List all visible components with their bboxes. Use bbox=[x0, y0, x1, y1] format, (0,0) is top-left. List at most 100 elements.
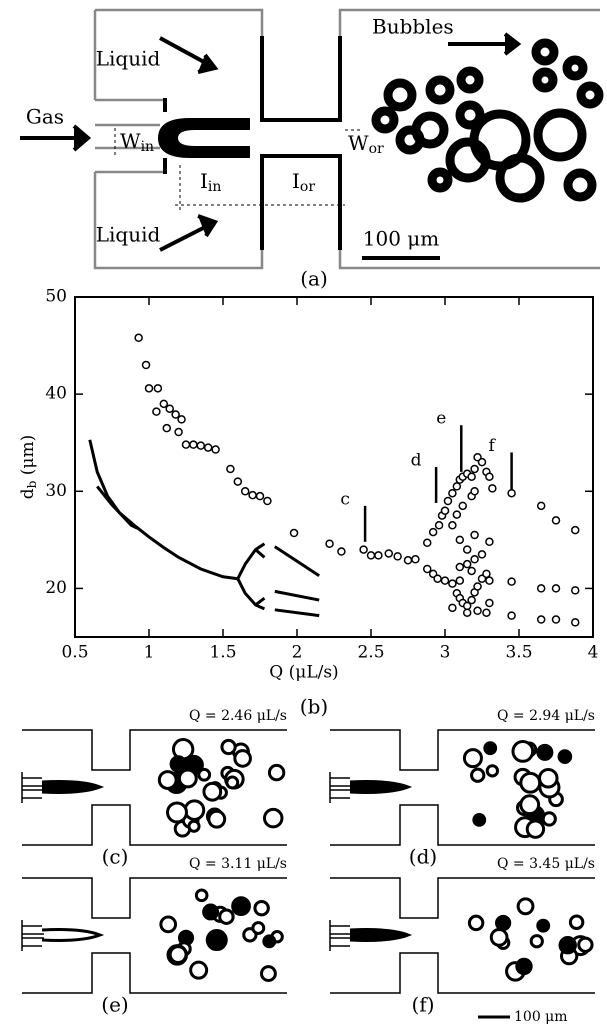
point bbox=[134, 333, 143, 343]
point bbox=[452, 510, 462, 519]
label: I bbox=[200, 169, 208, 193]
point bbox=[488, 484, 497, 493]
point bbox=[473, 606, 482, 616]
model-curve bbox=[254, 548, 266, 559]
plot-frame bbox=[74, 296, 594, 638]
scale-label: 100 μm bbox=[514, 1009, 568, 1025]
bubble bbox=[189, 960, 209, 980]
point bbox=[448, 521, 457, 530]
point bbox=[462, 608, 472, 617]
model-curve bbox=[274, 589, 320, 602]
point bbox=[263, 496, 272, 506]
gas-thread bbox=[349, 780, 413, 794]
x-tick-label: 2.5 bbox=[357, 643, 384, 663]
bubble bbox=[166, 801, 188, 824]
point bbox=[467, 595, 476, 605]
point bbox=[153, 384, 163, 393]
bubble bbox=[202, 903, 220, 921]
model-curve bbox=[274, 608, 320, 618]
point bbox=[455, 576, 465, 585]
annotation-label: c bbox=[340, 489, 350, 509]
gas-thread bbox=[349, 928, 413, 942]
bubble bbox=[558, 936, 577, 955]
caption: (c) bbox=[102, 845, 129, 869]
bubble bbox=[519, 794, 541, 816]
bubble bbox=[577, 936, 594, 953]
point bbox=[177, 415, 186, 424]
label: in bbox=[141, 139, 155, 155]
point bbox=[507, 488, 516, 498]
gas-thread bbox=[41, 780, 105, 794]
point bbox=[485, 537, 494, 547]
y-tick-label: 40 bbox=[45, 384, 67, 404]
point bbox=[393, 552, 402, 561]
caption: (d) bbox=[409, 845, 437, 869]
label: Liquid bbox=[96, 47, 161, 71]
model-curve bbox=[88, 439, 238, 581]
bubble bbox=[536, 918, 551, 933]
point bbox=[196, 441, 206, 450]
bubble bbox=[183, 799, 206, 821]
bubble bbox=[515, 957, 533, 976]
point bbox=[162, 423, 172, 433]
point bbox=[470, 487, 479, 496]
bubble bbox=[207, 809, 227, 829]
panels: Q = 2.46 μL/s (c) Q = 2.94 μL/s (d) Q = 3.11… bbox=[21, 708, 595, 1017]
y-tick-label: 20 bbox=[45, 578, 67, 598]
point bbox=[141, 360, 151, 370]
bubble bbox=[470, 767, 486, 783]
y-tick-label: 30 bbox=[45, 481, 67, 501]
bubble bbox=[169, 755, 188, 773]
point bbox=[536, 615, 546, 624]
point bbox=[440, 506, 450, 515]
point bbox=[211, 445, 220, 454]
point bbox=[428, 527, 438, 537]
caption: (f) bbox=[411, 993, 434, 1017]
y-axis-label: (μm) bbox=[18, 435, 38, 475]
x-tick-label: 3 bbox=[440, 643, 451, 663]
point bbox=[570, 586, 580, 595]
panel bbox=[329, 729, 595, 846]
label: Wor bbox=[348, 131, 384, 158]
flow-rate: Q = 3.11 μL/s bbox=[189, 856, 287, 872]
point bbox=[289, 528, 299, 538]
bubble bbox=[218, 908, 235, 925]
model-curve bbox=[236, 542, 266, 580]
model-curve bbox=[254, 596, 266, 607]
channel bbox=[21, 729, 287, 846]
point bbox=[551, 516, 561, 525]
point bbox=[551, 615, 561, 624]
point bbox=[455, 562, 465, 572]
bubble bbox=[511, 740, 535, 763]
panel bbox=[329, 877, 595, 994]
x-axis-label: Q (μL/s) bbox=[269, 663, 338, 683]
bubble bbox=[202, 781, 223, 802]
point bbox=[482, 608, 491, 617]
point bbox=[159, 399, 169, 409]
annotation-label: e bbox=[436, 409, 446, 429]
bubble bbox=[168, 945, 188, 964]
bubble bbox=[177, 768, 198, 789]
bubble bbox=[262, 807, 284, 829]
y-axis-label: b bbox=[25, 480, 39, 488]
point bbox=[434, 521, 444, 530]
bubble bbox=[267, 763, 286, 782]
point bbox=[411, 555, 420, 564]
bubble bbox=[529, 934, 544, 949]
annotation-label: d bbox=[411, 451, 422, 471]
label: or bbox=[300, 179, 315, 195]
bubble bbox=[187, 819, 201, 833]
point bbox=[482, 569, 491, 579]
bubble bbox=[262, 934, 277, 949]
bubble bbox=[205, 929, 228, 952]
point bbox=[462, 545, 472, 554]
point bbox=[570, 525, 580, 535]
label: or bbox=[369, 141, 384, 157]
bubble bbox=[519, 771, 542, 794]
channel bbox=[329, 877, 595, 994]
point bbox=[226, 464, 235, 474]
label: Win bbox=[120, 129, 154, 156]
point bbox=[455, 535, 465, 545]
